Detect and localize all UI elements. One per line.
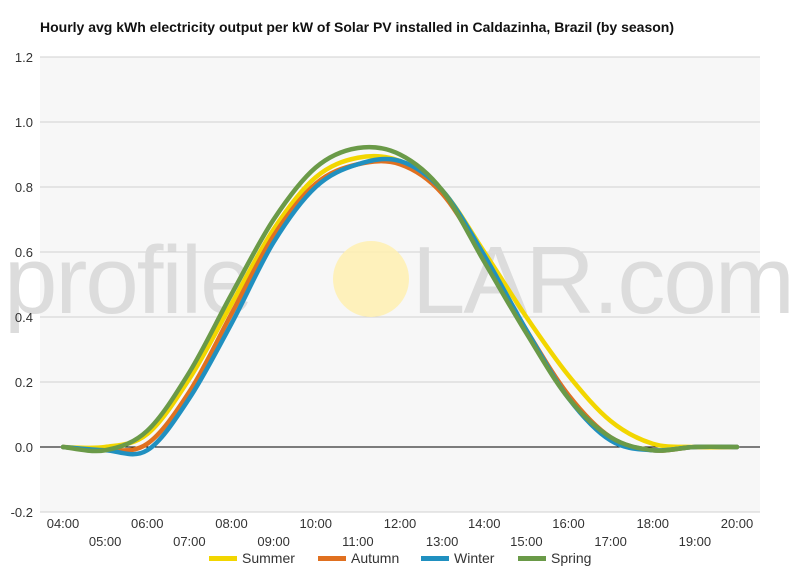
x-tick-label: 14:00 (468, 516, 501, 531)
x-tick-label: 08:00 (215, 516, 248, 531)
y-tick-label: -0.2 (11, 505, 33, 520)
y-tick-label: 1.0 (15, 115, 33, 130)
x-tick-label: 06:00 (131, 516, 164, 531)
x-tick-label: 05:00 (89, 534, 122, 549)
series-lines (60, 144, 740, 457)
legend-label: Summer (242, 550, 295, 566)
x-axis: 04:00 05:00 06:00 07:00 08:00 09:00 10:00 11:00… (47, 516, 754, 549)
watermark-text-right: LAR.com (412, 227, 793, 334)
y-tick-label: 1.2 (15, 50, 33, 65)
y-axis: -0.2 0.0 0.2 0.4 0.6 0.8 1.0 1.2 (11, 50, 33, 520)
x-tick-label: 19:00 (679, 534, 712, 549)
legend-item-autumn: Autumn (318, 550, 399, 566)
legend-item-spring: Spring (518, 550, 591, 566)
series-line-winter (60, 156, 740, 457)
legend-swatch (518, 556, 546, 561)
legend-label: Spring (551, 550, 591, 566)
x-tick-label: 13:00 (426, 534, 459, 549)
legend-item-summer: Summer (209, 550, 295, 566)
x-tick-label: 09:00 (257, 534, 290, 549)
legend-swatch (421, 556, 449, 561)
chart-title: Hourly avg kWh electricity output per kW… (40, 19, 675, 35)
y-tick-label: 0.4 (15, 310, 33, 325)
legend-item-winter: Winter (421, 550, 495, 566)
x-tick-label: 11:00 (342, 534, 374, 549)
y-tick-label: 0.2 (15, 375, 33, 390)
y-tick-label: 0.6 (15, 245, 33, 260)
watermark-sun (333, 241, 409, 317)
x-tick-label: 18:00 (636, 516, 669, 531)
x-tick-label: 15:00 (510, 534, 543, 549)
x-tick-label: 10:00 (299, 516, 332, 531)
x-tick-label: 04:00 (47, 516, 80, 531)
x-tick-label: 16:00 (552, 516, 585, 531)
series-line-spring (60, 144, 740, 454)
legend-label: Winter (454, 550, 495, 566)
x-tick-label: 07:00 (173, 534, 206, 549)
legend-swatch (209, 556, 237, 561)
x-tick-label: 17:00 (594, 534, 627, 549)
legend: Summer Autumn Winter Spring (209, 550, 591, 566)
y-tick-label: 0.8 (15, 180, 33, 195)
x-tick-label: 20:00 (721, 516, 754, 531)
x-tick-label: 12:00 (384, 516, 417, 531)
legend-swatch (318, 556, 346, 561)
legend-label: Autumn (351, 550, 399, 566)
watermark-text-left: profile (4, 227, 251, 334)
y-tick-label: 0.0 (15, 440, 33, 455)
